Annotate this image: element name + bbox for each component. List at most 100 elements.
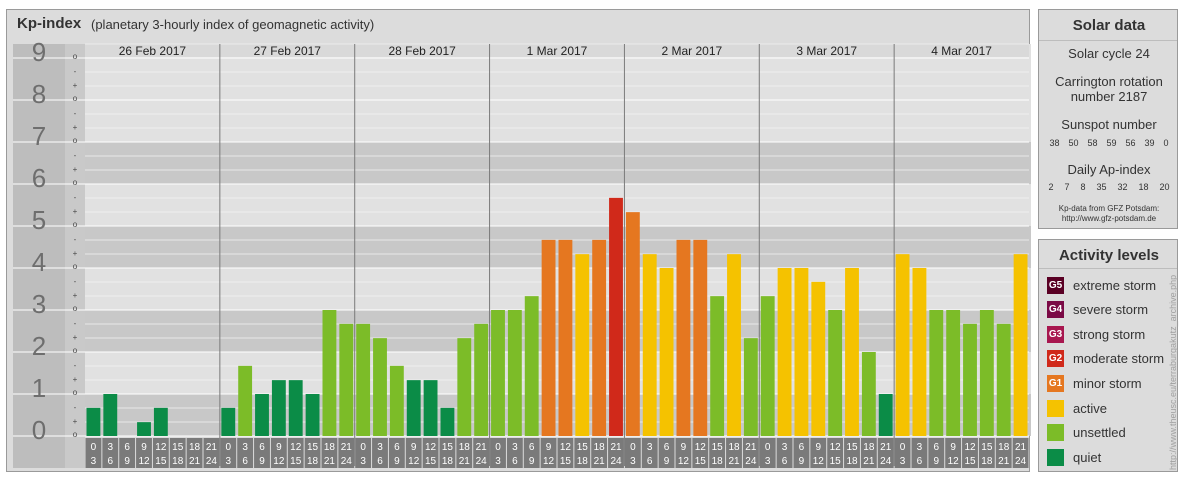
legend-swatch: G1: [1047, 374, 1064, 392]
interval-start-label: 21: [341, 442, 353, 453]
interval-box: [85, 438, 102, 468]
minor-tick-label: o: [73, 178, 78, 187]
kp-bar: [592, 239, 607, 436]
interval-start-label: 12: [830, 442, 842, 453]
kp-bar: [541, 239, 556, 436]
y-tick-label: 1: [32, 373, 46, 403]
minor-tick-label: +: [73, 417, 78, 426]
interval-start-label: 15: [307, 442, 319, 453]
data-source-link[interactable]: http://www.gfz-potsdam.de: [1061, 214, 1157, 223]
level-band: [13, 394, 1031, 436]
interval-end-label: 6: [512, 456, 518, 467]
interval-end-label: 15: [830, 456, 842, 467]
kp-bar: [524, 296, 539, 436]
interval-box: [254, 438, 270, 468]
interval-start-label: 6: [259, 442, 265, 453]
interval-start-label: 9: [546, 442, 552, 453]
legend-label: strong storm: [1073, 326, 1146, 342]
kp-bar: [491, 310, 505, 436]
interval-start-label: 15: [712, 442, 724, 453]
kp-bar: [406, 380, 421, 436]
minor-tick-label: -: [74, 235, 77, 244]
interval-end-label: 3: [630, 456, 636, 467]
interval-box: [405, 438, 422, 468]
interval-end-label: 21: [324, 456, 336, 467]
level-band: [13, 352, 1031, 394]
kp-bar: [558, 239, 573, 436]
interval-box: [995, 438, 1012, 468]
interval-box: [810, 438, 827, 468]
daily-ap-values: 2 7 8 35 32 18 20: [1039, 182, 1179, 192]
interval-start-label: 0: [226, 442, 232, 453]
solar-data-panel: Solar data Solar cycle 24 Carrington rot…: [1038, 9, 1178, 229]
kp-bar: [389, 365, 404, 436]
interval-start-label: 0: [360, 442, 366, 453]
chart-title: Kp-index: [17, 15, 82, 32]
minor-tick-label: +: [73, 207, 78, 216]
interval-end-label: 21: [863, 456, 875, 467]
legend-label: unsettled: [1073, 425, 1126, 441]
kp-bar: [727, 254, 741, 436]
interval-end-label: 9: [394, 456, 400, 467]
ap-value: 8: [1080, 182, 1086, 192]
interval-start-label: 3: [512, 442, 518, 453]
interval-end-label: 18: [307, 456, 319, 467]
interval-box: [490, 438, 506, 468]
kp-bar: [423, 380, 438, 436]
interval-box: [726, 438, 742, 468]
interval-end-label: 3: [765, 456, 771, 467]
solar-cycle: Solar cycle 24: [1068, 46, 1150, 61]
kp-bar: [693, 239, 708, 436]
interval-box: [338, 438, 355, 468]
interval-start-label: 12: [425, 442, 437, 453]
y-tick-label: 6: [32, 163, 46, 193]
minor-tick-label: o: [73, 136, 78, 145]
interval-start-label: 15: [577, 442, 589, 453]
sunspot-value: 50: [1068, 138, 1079, 148]
interval-start-label: 18: [998, 442, 1010, 453]
kp-bar: [103, 394, 118, 436]
minor-tick-label: o: [73, 430, 78, 439]
kp-bar: [288, 380, 303, 436]
kp-bar: [153, 407, 168, 436]
kp-bar: [373, 338, 387, 436]
interval-start-label: 18: [459, 442, 471, 453]
interval-end-label: 9: [259, 456, 265, 467]
kp-bar: [794, 268, 809, 436]
minor-tick-label: o: [73, 262, 78, 271]
kp-bar: [845, 268, 859, 436]
chart-subtitle: (planetary 3-hourly index of geomagnetic…: [91, 17, 375, 32]
interval-box: [169, 438, 186, 468]
interval-box: [624, 438, 641, 468]
interval-start-label: 3: [108, 442, 114, 453]
interval-start-label: 9: [816, 442, 822, 453]
y-tick-label: 9: [32, 42, 46, 67]
interval-start-label: 6: [394, 442, 400, 453]
minor-tick-label: -: [74, 403, 77, 412]
interval-start-label: 0: [765, 442, 771, 453]
interval-end-label: 15: [425, 456, 437, 467]
legend-item-severe-storm: G4 severe storm: [1047, 300, 1148, 320]
minor-tick-label: +: [73, 165, 78, 174]
interval-box: [220, 438, 237, 468]
kp-bar: [676, 239, 691, 436]
interval-start-label: 9: [681, 442, 687, 453]
legend-swatch: [1047, 448, 1064, 466]
interval-box: [186, 438, 203, 468]
interval-start-label: 15: [442, 442, 454, 453]
kp-bar: [255, 394, 269, 436]
minor-tick-label: -: [74, 319, 77, 328]
interval-end-label: 12: [273, 456, 285, 467]
y-tick-label: 3: [32, 289, 46, 319]
interval-box: [945, 438, 962, 468]
interval-start-label: 18: [324, 442, 336, 453]
interval-end-label: 18: [981, 456, 993, 467]
interval-box: [270, 438, 287, 468]
interval-box: [372, 438, 388, 468]
kp-bar: [625, 212, 640, 436]
kp-bar: [912, 268, 927, 436]
legend-label: quiet: [1073, 449, 1102, 465]
minor-tick-label: -: [74, 361, 77, 370]
interval-start-label: 9: [276, 442, 282, 453]
kp-bar: [238, 365, 253, 436]
